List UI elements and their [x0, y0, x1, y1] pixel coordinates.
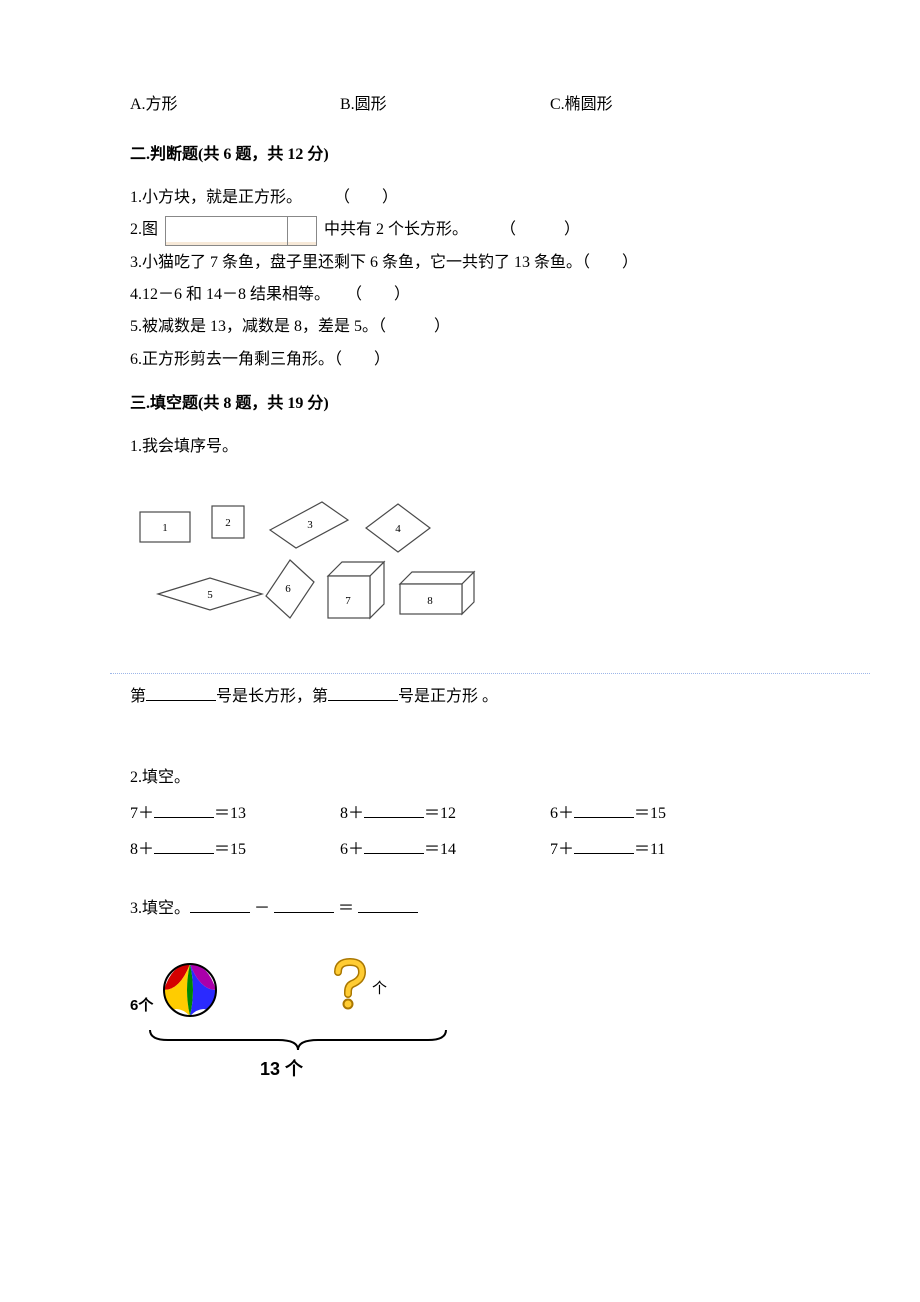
svg-text:2: 2 [225, 517, 231, 529]
brace-icon [148, 1028, 448, 1052]
s2-q2: 2.图 中共有 2 个长方形。 （ ） [130, 215, 810, 245]
lhs: 6＋ [340, 841, 364, 858]
lhs: 6＋ [550, 805, 574, 822]
q1-seg-a: 第 [130, 688, 146, 705]
q3-total-label: 13 个 [260, 1052, 303, 1086]
s2-q6: 6.正方形剪去一角剩三角形。（ ） [130, 345, 810, 375]
q3-minus: － [250, 900, 274, 917]
section2-title: 二.判断题(共 6 题，共 12 分) [130, 140, 810, 170]
rhs: ＝15 [214, 841, 246, 858]
s2-q4: 4.12－6 和 14－8 结果相等。 （ ） [130, 280, 810, 310]
fill-1-3: 6＋ ＝15 [550, 799, 720, 829]
blank [154, 801, 214, 818]
blank-a [190, 896, 250, 913]
svg-text:8: 8 [427, 595, 433, 607]
fill-1-1: 7＋ ＝13 [130, 799, 300, 829]
s3-q3: 3.填空。 － ＝ [130, 894, 810, 924]
q3-qm-ge: 个 [372, 980, 387, 997]
rhs: ＝13 [214, 805, 246, 822]
choice-row: A.方形 B.圆形 C.椭圆形 [130, 90, 810, 120]
q3-six-label: 6个 [130, 992, 153, 1021]
q1-seg-b: 号是长方形，第 [216, 688, 328, 705]
blank-rect-num [146, 684, 216, 701]
lhs: 8＋ [340, 805, 364, 822]
fill-1-2: 8＋ ＝12 [340, 799, 510, 829]
s3-q1-sentence: 第 号是长方形，第 号是正方形 。 [130, 682, 810, 712]
s2-q1: 1.小方块，就是正方形。 （ ） [130, 183, 810, 213]
s2-q5: 5.被减数是 13，减数是 8，差是 5。（ ） [130, 312, 810, 342]
fill-2-3: 7＋ ＝11 [550, 835, 720, 865]
beach-ball-icon [162, 962, 218, 1029]
choice-a: A.方形 [130, 90, 340, 120]
blank [574, 837, 634, 854]
blank [574, 801, 634, 818]
fill-row-2: 8＋ ＝15 6＋ ＝14 7＋ ＝11 [130, 835, 810, 865]
blank [364, 801, 424, 818]
shapes-figure: 1 2 3 4 5 6 7 8 [130, 492, 810, 653]
dotted-separator [110, 673, 870, 674]
blank [154, 837, 214, 854]
lhs: 7＋ [550, 841, 574, 858]
document-page: A.方形 B.圆形 C.椭圆形 二.判断题(共 6 题，共 12 分) 1.小方… [0, 0, 920, 1152]
lhs: 8＋ [130, 841, 154, 858]
svg-text:4: 4 [395, 523, 401, 535]
question-mark-icon: 个 [330, 958, 387, 1010]
lhs: 7＋ [130, 805, 154, 822]
shapes-svg: 1 2 3 4 5 6 7 8 [130, 492, 490, 642]
q3-label: 3.填空。 [130, 900, 190, 917]
choice-b: B.圆形 [340, 90, 550, 120]
rhs: ＝12 [424, 805, 456, 822]
fill-2-1: 8＋ ＝15 [130, 835, 300, 865]
fill-2-2: 6＋ ＝14 [340, 835, 510, 865]
s3-q1: 1.我会填序号。 [130, 432, 810, 462]
fill-row-1: 7＋ ＝13 8＋ ＝12 6＋ ＝15 [130, 799, 810, 829]
svg-text:6: 6 [285, 583, 291, 595]
svg-text:3: 3 [307, 519, 313, 531]
svg-text:7: 7 [345, 595, 351, 607]
section3-title: 三.填空题(共 8 题，共 19 分) [130, 389, 810, 419]
blank-b [274, 896, 334, 913]
blank-square-num [328, 684, 398, 701]
blank-c [358, 896, 418, 913]
q3-figure: 6个 个 [130, 952, 470, 1092]
s2-q2-pre: 2.图 [130, 221, 158, 238]
q3-eq: ＝ [334, 900, 358, 917]
choice-c: C.椭圆形 [550, 90, 760, 120]
s2-q3: 3.小猫吃了 7 条鱼，盘子里还剩下 6 条鱼，它一共钓了 13 条鱼。（ ） [130, 248, 810, 278]
s3-q2: 2.填空。 [130, 763, 810, 793]
blank [364, 837, 424, 854]
s2-q2-post: 中共有 2 个长方形。 （ ） [324, 221, 580, 238]
svg-text:5: 5 [207, 589, 213, 601]
q1-seg-c: 号是正方形 。 [398, 688, 498, 705]
rhs: ＝11 [634, 841, 665, 858]
inline-rect-figure [165, 216, 317, 246]
rhs: ＝15 [634, 805, 666, 822]
svg-text:1: 1 [162, 522, 168, 534]
rhs: ＝14 [424, 841, 456, 858]
